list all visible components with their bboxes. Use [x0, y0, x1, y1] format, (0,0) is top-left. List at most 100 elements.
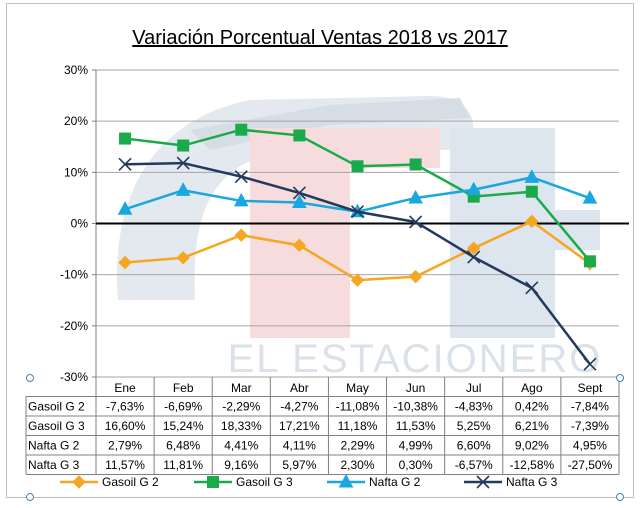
data-point-diamond — [525, 214, 539, 229]
table-cell-value: 4,99% — [399, 439, 433, 453]
table-cell-value: 2,29% — [340, 439, 374, 453]
y-tick-label: 0% — [71, 217, 89, 231]
data-point-square — [351, 160, 364, 173]
selection-handle — [616, 374, 624, 382]
table-cell-value: -6,57% — [455, 458, 493, 472]
table-row-header: Nafta G 2 — [28, 439, 80, 453]
data-point-triangle — [524, 169, 540, 183]
watermark-logo: EL ESTACIONERO — [117, 96, 603, 381]
data-point-triangle — [117, 201, 133, 215]
watermark-text: EL ESTACIONERO — [228, 337, 603, 381]
legend-label: Gasoil G 2 — [102, 475, 159, 489]
watermark-letter-e1-bar — [350, 128, 440, 168]
table-cell-value: -4,27% — [280, 400, 318, 414]
data-point-diamond — [467, 241, 481, 255]
x-category-label: Jun — [406, 381, 425, 395]
selection-handle — [26, 374, 34, 382]
data-point-x — [525, 281, 539, 295]
table-cell-value: -7,84% — [571, 400, 609, 414]
data-point-triangle — [338, 473, 354, 488]
x-category-label: Mar — [231, 381, 252, 395]
data-point-square — [409, 158, 422, 171]
table-cell-value: -7,63% — [106, 400, 144, 414]
table-cell-value: -6,69% — [164, 400, 202, 414]
y-tick-label: 30% — [64, 63, 88, 77]
x-category-label: Feb — [173, 381, 194, 395]
table-cell-value: 6,60% — [457, 439, 491, 453]
table-cell-value: 5,25% — [457, 419, 491, 433]
x-category-label: Sept — [578, 381, 603, 395]
data-point-square — [525, 185, 538, 198]
table-cell-value: 17,21% — [279, 419, 320, 433]
data-point-diamond — [72, 475, 86, 489]
data-point-triangle — [233, 192, 249, 207]
x-category-label: Ene — [114, 381, 136, 395]
series-gasoil-g-3 — [119, 123, 596, 268]
x-category-label: Abr — [290, 381, 309, 395]
data-point-square — [235, 123, 248, 136]
table-cell-value: 16,60% — [105, 419, 146, 433]
y-tick-label: -10% — [60, 268, 88, 282]
data-point-square — [177, 139, 190, 152]
data-point-diamond — [350, 273, 365, 287]
data-point-square — [583, 255, 596, 268]
table-cell-value: -11,08% — [336, 400, 380, 414]
table-cell-value: 2,30% — [340, 458, 374, 472]
data-point-x — [118, 157, 132, 171]
watermark-letter-e1 — [250, 128, 350, 338]
chart-title: Variación Porcentual Ventas 2018 vs 2017 — [132, 27, 507, 49]
table-cell-value: -10,38% — [393, 400, 438, 414]
table-cell-value: -2,29% — [222, 400, 260, 414]
table-cell-value: 11,81% — [163, 458, 203, 472]
data-point-diamond — [408, 269, 423, 284]
y-tick-label: 10% — [64, 165, 88, 179]
table-cell-value: 11,18% — [338, 419, 378, 433]
table-cell-value: 9,02% — [515, 439, 549, 453]
table-cell-value: 0,42% — [515, 400, 549, 414]
legend-label: Gasoil G 3 — [236, 475, 293, 489]
legend-item: Gasoil G 2 — [60, 475, 159, 489]
table-cell-value: -4,83% — [455, 400, 493, 414]
data-point-triangle — [466, 181, 482, 196]
data-point-diamond — [292, 238, 307, 253]
data-point-diamond — [176, 251, 190, 265]
table-cell-value: -12,58% — [509, 458, 554, 472]
y-tick-label: 20% — [64, 114, 88, 128]
legend-item: Nafta G 2 — [327, 473, 421, 489]
table-cell-value: -7,39% — [571, 419, 609, 433]
table-cell-value: -27,50% — [568, 458, 613, 472]
legend-label: Nafta G 2 — [369, 475, 421, 489]
table-cell-value: 15,24% — [163, 419, 204, 433]
data-point-triangle — [408, 189, 423, 204]
table-cell-value: 0,30% — [399, 458, 433, 472]
table-cell-value: 2,79% — [108, 439, 142, 453]
table-row-header: Gasoil G 3 — [28, 419, 85, 433]
table-cell-value: 4,95% — [573, 439, 607, 453]
data-point-x — [350, 205, 365, 219]
legend-item: Gasoil G 3 — [194, 475, 293, 489]
x-category-label: Ago — [521, 381, 543, 395]
series-nafta-g-3 — [118, 156, 597, 371]
selection-handle — [616, 493, 624, 501]
x-category-label: May — [346, 381, 369, 395]
data-point-x — [583, 357, 597, 371]
data-point-triangle — [292, 194, 307, 208]
data-point-x — [409, 215, 423, 229]
data-point-triangle — [175, 182, 191, 196]
data-point-x — [234, 170, 248, 184]
table-row-header: Nafta G 3 — [28, 458, 80, 472]
data-point-square — [119, 132, 132, 145]
data-point-x — [176, 156, 190, 170]
table-cell-value: 11,57% — [105, 458, 145, 472]
x-category-label: Jul — [466, 381, 481, 395]
data-point-diamond — [118, 255, 132, 270]
legend-item: Nafta G 3 — [464, 475, 558, 489]
table-cell-value: 9,16% — [224, 458, 258, 472]
selection-handle — [26, 493, 34, 501]
table-row-header: Gasoil G 2 — [28, 400, 85, 414]
table-cell-value: 18,33% — [221, 419, 262, 433]
legend-label: Nafta G 3 — [506, 475, 558, 489]
y-tick-label: -20% — [60, 319, 88, 333]
data-point-x — [476, 475, 490, 489]
